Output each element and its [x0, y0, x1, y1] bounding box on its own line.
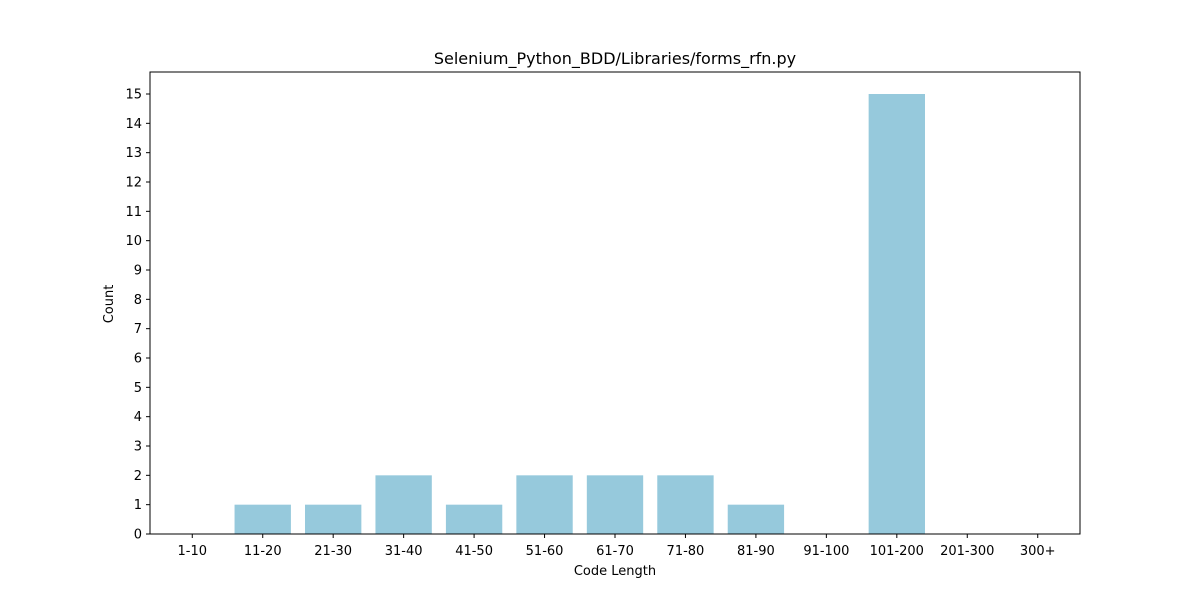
- y-tick-label: 8: [134, 293, 142, 308]
- x-tick-label: 91-100: [803, 544, 849, 559]
- y-tick-label: 11: [125, 205, 142, 220]
- chart-title: Selenium_Python_BDD/Libraries/forms_rfn.…: [434, 49, 796, 69]
- y-tick-label: 12: [125, 176, 142, 191]
- y-tick-label: 1: [134, 498, 142, 513]
- y-tick-label: 7: [134, 322, 142, 337]
- x-tick-label: 1-10: [178, 544, 208, 559]
- y-tick-label: 4: [134, 410, 142, 425]
- y-tick-label: 3: [134, 440, 142, 455]
- x-tick-label: 101-200: [870, 544, 924, 559]
- y-tick-label: 9: [134, 264, 142, 279]
- x-tick-label: 51-60: [526, 544, 564, 559]
- y-tick-label: 10: [125, 234, 142, 249]
- y-axis-label: Count: [102, 285, 117, 324]
- bar-31-40: [375, 475, 431, 534]
- bar-61-70: [587, 475, 643, 534]
- x-tick-label: 71-80: [667, 544, 705, 559]
- x-tick-label: 300+: [1020, 544, 1056, 559]
- y-tick-label: 0: [134, 528, 142, 543]
- x-tick-label: 81-90: [737, 544, 775, 559]
- bar-51-60: [516, 475, 572, 534]
- bar-11-20: [235, 505, 291, 534]
- y-tick-label: 14: [125, 117, 142, 132]
- x-axis-label: Code Length: [574, 564, 656, 579]
- bar-81-90: [728, 505, 784, 534]
- x-tick-label: 61-70: [596, 544, 634, 559]
- y-tick-label: 2: [134, 469, 142, 484]
- y-tick-label: 15: [125, 88, 142, 103]
- bar-41-50: [446, 505, 502, 534]
- y-tick-label: 5: [134, 381, 142, 396]
- y-tick-label: 13: [125, 146, 142, 161]
- x-tick-label: 31-40: [385, 544, 423, 559]
- x-tick-label: 21-30: [314, 544, 352, 559]
- x-tick-label: 201-300: [940, 544, 994, 559]
- y-tick-label: 6: [134, 352, 142, 367]
- x-tick-label: 11-20: [244, 544, 282, 559]
- bar-21-30: [305, 505, 361, 534]
- bar-101-200: [869, 94, 925, 534]
- bar-71-80: [657, 475, 713, 534]
- x-tick-label: 41-50: [455, 544, 493, 559]
